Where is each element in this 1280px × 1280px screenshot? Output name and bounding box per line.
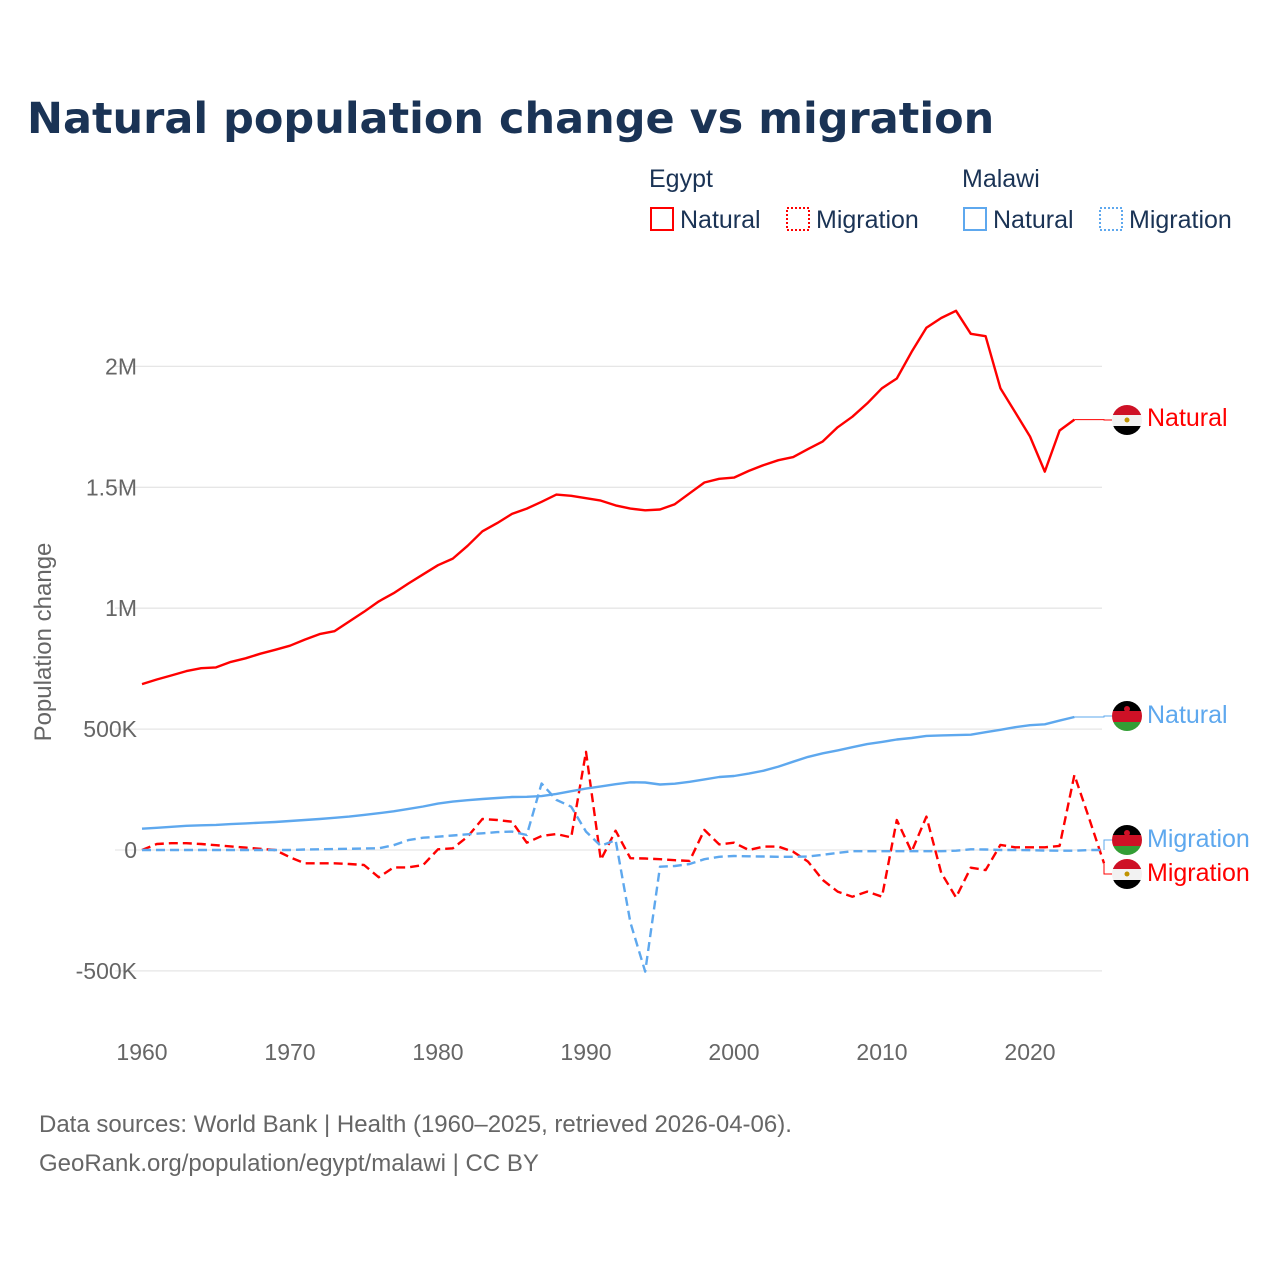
legend-swatch xyxy=(650,207,674,231)
legend-item-malawi-natural[interactable]: Natural xyxy=(963,206,1074,234)
legend-label: Natural xyxy=(680,206,761,234)
legend-group-malawi: Malawi xyxy=(962,165,1040,193)
legend-swatch xyxy=(1099,207,1123,231)
legend-label: Natural xyxy=(993,206,1074,234)
end-label-egypt-natural: Natural xyxy=(1147,404,1228,432)
chart-title: Natural population change vs migration xyxy=(27,94,994,144)
x-tick-label: 1980 xyxy=(412,1039,463,1065)
legend: Egypt Malawi Natural Migration Natural M… xyxy=(649,165,1232,234)
series-lines xyxy=(141,309,1106,973)
legend-item-egypt-natural[interactable]: Natural xyxy=(650,206,761,234)
y-tick-labels: -500K 0 500K 1M 1.5M 2M xyxy=(76,353,138,984)
gridlines xyxy=(115,365,1102,972)
series-line-malawi-migration xyxy=(142,782,1104,973)
y-tick-label: 2M xyxy=(105,353,137,379)
y-tick-label: -500K xyxy=(76,958,138,984)
x-tick-label: 1970 xyxy=(264,1039,315,1065)
y-tick-label: 500K xyxy=(83,716,137,742)
end-labels: Natural Natural Migration Migration xyxy=(1074,404,1250,889)
legend-item-malawi-migration[interactable]: Migration xyxy=(1099,206,1232,234)
end-label-egypt-migration: Migration xyxy=(1147,859,1250,887)
label-leader-line xyxy=(1103,863,1112,875)
x-tick-label: 1990 xyxy=(560,1039,611,1065)
series-line-egypt-natural xyxy=(141,309,1076,686)
end-label-malawi-migration: Migration xyxy=(1147,825,1250,853)
legend-swatch xyxy=(786,207,810,231)
x-tick-labels: 1960 1970 1980 1990 2000 2010 2020 xyxy=(116,1039,1055,1065)
end-label-malawi-natural: Natural xyxy=(1147,701,1228,729)
x-tick-label: 2010 xyxy=(856,1039,907,1065)
egypt-flag-icon xyxy=(1112,405,1142,435)
x-tick-label: 2020 xyxy=(1004,1039,1055,1065)
x-tick-label: 1960 xyxy=(116,1039,167,1065)
legend-label: Migration xyxy=(1129,206,1232,234)
footer-sources: Data sources: World Bank | Health (1960–… xyxy=(39,1111,792,1138)
series-line-egypt-migration xyxy=(141,750,1106,899)
label-leader-line xyxy=(1103,839,1112,850)
y-tick-label: 1M xyxy=(105,595,137,621)
legend-item-egypt-migration[interactable]: Migration xyxy=(786,206,919,234)
legend-swatch xyxy=(963,207,987,231)
y-tick-label: 1.5M xyxy=(86,474,137,500)
y-axis-label: Population change xyxy=(30,543,57,742)
malawi-flag-icon xyxy=(1112,825,1142,855)
malawi-flag-icon xyxy=(1112,701,1142,731)
series-line-malawi-natural xyxy=(141,715,1075,830)
x-tick-label: 2000 xyxy=(708,1039,759,1065)
legend-label: Migration xyxy=(816,206,919,234)
label-leader-line xyxy=(1074,715,1112,718)
y-tick-label: 0 xyxy=(124,837,137,863)
footer-link[interactable]: GeoRank.org/population/egypt/malawi | CC… xyxy=(39,1150,539,1177)
legend-group-egypt: Egypt xyxy=(649,165,713,193)
egypt-flag-icon xyxy=(1112,859,1142,889)
